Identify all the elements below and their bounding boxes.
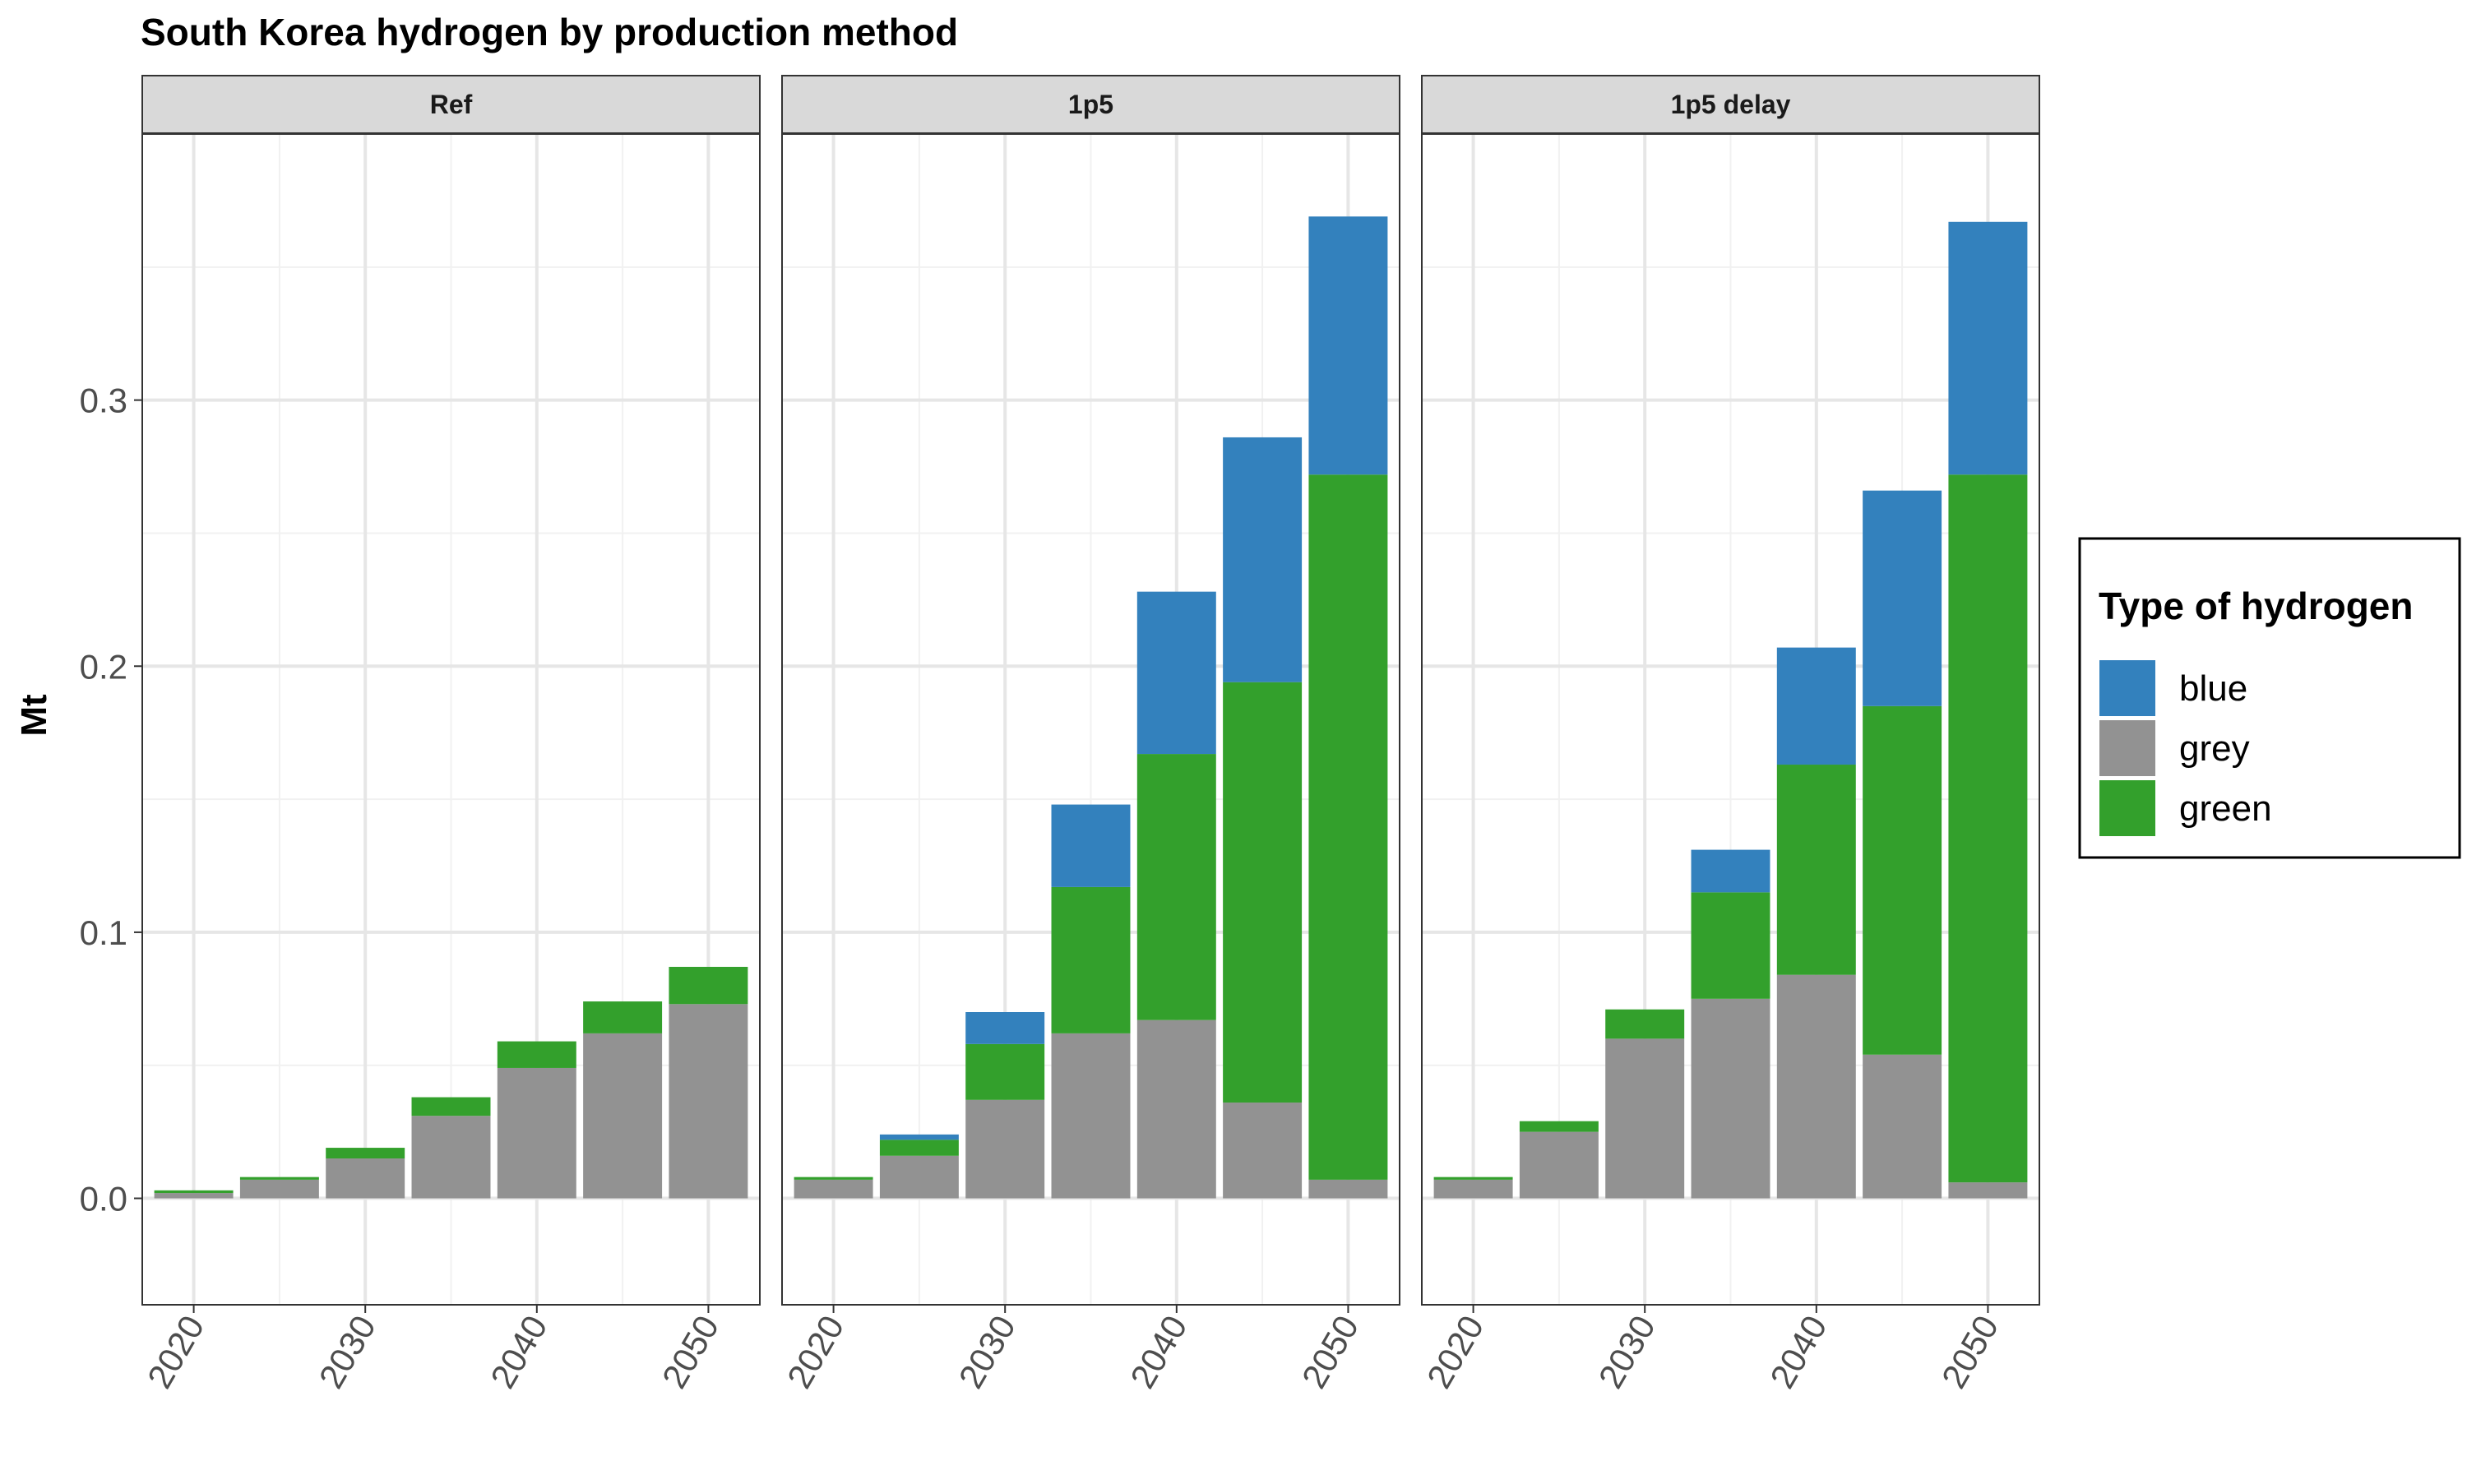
x-tick-label: 2040 <box>483 1309 554 1394</box>
bar-segment-grey <box>154 1193 234 1199</box>
bar-segment-green <box>411 1097 491 1116</box>
bar-segment-blue <box>1051 804 1131 887</box>
legend-label: green <box>2179 788 2272 829</box>
legend-label: grey <box>2179 728 2250 769</box>
bar-segment-grey <box>1776 974 1856 1199</box>
facet-strip-label: Ref <box>430 90 473 119</box>
bar-segment-grey <box>497 1067 576 1199</box>
bar-segment-green <box>965 1043 1045 1100</box>
bar-segment-blue <box>1948 221 2028 475</box>
bar-segment-green <box>1308 474 1388 1180</box>
bar-segment-grey <box>326 1158 405 1199</box>
facet-strip <box>141 75 761 134</box>
bar-segment-green <box>879 1140 959 1156</box>
bar-segment-green <box>154 1190 234 1194</box>
legend-title: Type of hydrogen <box>2099 585 2414 627</box>
panel-border <box>1421 133 2040 1306</box>
bar-segment-green <box>239 1177 319 1180</box>
y-tick-label: 0.1 <box>80 913 127 952</box>
x-tick-label: 2030 <box>312 1309 383 1394</box>
bar-segment-blue <box>1776 647 1856 765</box>
legend-swatch-green <box>2098 779 2157 838</box>
y-axis-label: Mt <box>14 694 54 737</box>
bar-segment-blue <box>879 1134 959 1140</box>
bar-segment-grey <box>239 1179 319 1199</box>
x-tick-label: 2040 <box>1762 1309 1834 1394</box>
y-axis: 0.0 0.1 0.2 0.3 <box>80 381 142 1218</box>
bar-segment-green <box>1948 474 2028 1183</box>
bar-segment-green <box>1605 1009 1685 1039</box>
legend: Type of hydrogen blue grey green <box>2078 537 2461 859</box>
bar-segment-grey <box>794 1179 873 1199</box>
facet-panel: Ref 2020 2030 2040 2050 <box>140 75 761 1394</box>
bar-segment-grey <box>1863 1054 1942 1199</box>
x-tick-label: 2050 <box>1294 1309 1366 1394</box>
bar-segment-green <box>1051 886 1131 1033</box>
bar-segment-blue <box>1863 490 1942 706</box>
bar-segment-blue <box>1308 216 1388 475</box>
bar-segment-grey <box>1136 1019 1216 1199</box>
bar-segment-blue <box>1223 437 1303 682</box>
facet-strip-label: 1p5 delay <box>1671 90 1791 119</box>
facet-strip-label: 1p5 <box>1068 90 1113 119</box>
bar-segment-grey <box>1223 1103 1303 1199</box>
bar-segment-blue <box>965 1012 1045 1044</box>
bar-segment-green <box>1433 1177 1513 1180</box>
bar-segment-grey <box>879 1155 959 1199</box>
bar-segment-grey <box>965 1099 1045 1199</box>
bar-segment-grey <box>411 1116 491 1199</box>
bar-segment-green <box>1691 892 1770 999</box>
legend-swatch-grey <box>2098 719 2157 778</box>
x-tick-label: 2030 <box>951 1309 1023 1394</box>
x-tick-label: 2020 <box>1419 1309 1491 1394</box>
bar-segment-green <box>1136 754 1216 1020</box>
bar-segment-grey <box>1948 1182 2028 1199</box>
bar-segment-grey <box>1605 1038 1685 1199</box>
bar-segment-green <box>1519 1121 1599 1132</box>
legend-label: blue <box>2179 668 2247 709</box>
y-tick-label: 0.0 <box>80 1180 127 1218</box>
bar-segment-grey <box>669 1004 748 1199</box>
bar-segment-green <box>669 966 748 1005</box>
bar-segment-grey <box>1308 1179 1388 1199</box>
bar-segment-grey <box>1691 998 1770 1199</box>
bar-segment-grey <box>1051 1033 1131 1199</box>
panel-border <box>141 133 761 1306</box>
bar-segment-grey <box>583 1033 663 1199</box>
x-tick-label: 2030 <box>1591 1309 1663 1394</box>
bar-segment-green <box>1776 765 1856 975</box>
bar-segment-grey <box>1433 1179 1513 1199</box>
bar-segment-green <box>1863 705 1942 1055</box>
x-tick-label: 2050 <box>655 1309 726 1394</box>
facet-strip <box>1421 75 2040 134</box>
bar-segment-green <box>583 1001 663 1033</box>
bar-segment-green <box>794 1177 873 1180</box>
legend-swatch-blue <box>2098 659 2157 718</box>
panel-border <box>781 133 1400 1306</box>
y-tick-label: 0.2 <box>80 647 127 686</box>
x-tick-label: 2040 <box>1122 1309 1194 1394</box>
y-tick-label: 0.3 <box>80 381 127 420</box>
bar-segment-blue <box>1691 849 1770 893</box>
facet-panel: 1p5 delay 2020 2030 2040 2050 <box>1419 75 2040 1394</box>
bar-segment-green <box>326 1148 405 1158</box>
bar-segment-grey <box>1519 1131 1599 1199</box>
chart-title: South Korea hydrogen by production metho… <box>141 11 958 53</box>
bar-segment-green <box>497 1041 576 1068</box>
x-tick-label: 2020 <box>780 1309 851 1394</box>
facet-panel: 1p5 2020 2030 2040 2050 <box>780 75 1400 1394</box>
x-tick-label: 2020 <box>140 1309 211 1394</box>
bar-segment-green <box>1223 682 1303 1103</box>
bar-segment-blue <box>1136 591 1216 755</box>
x-tick-label: 2050 <box>1934 1309 2006 1394</box>
facet-strip <box>781 75 1400 134</box>
